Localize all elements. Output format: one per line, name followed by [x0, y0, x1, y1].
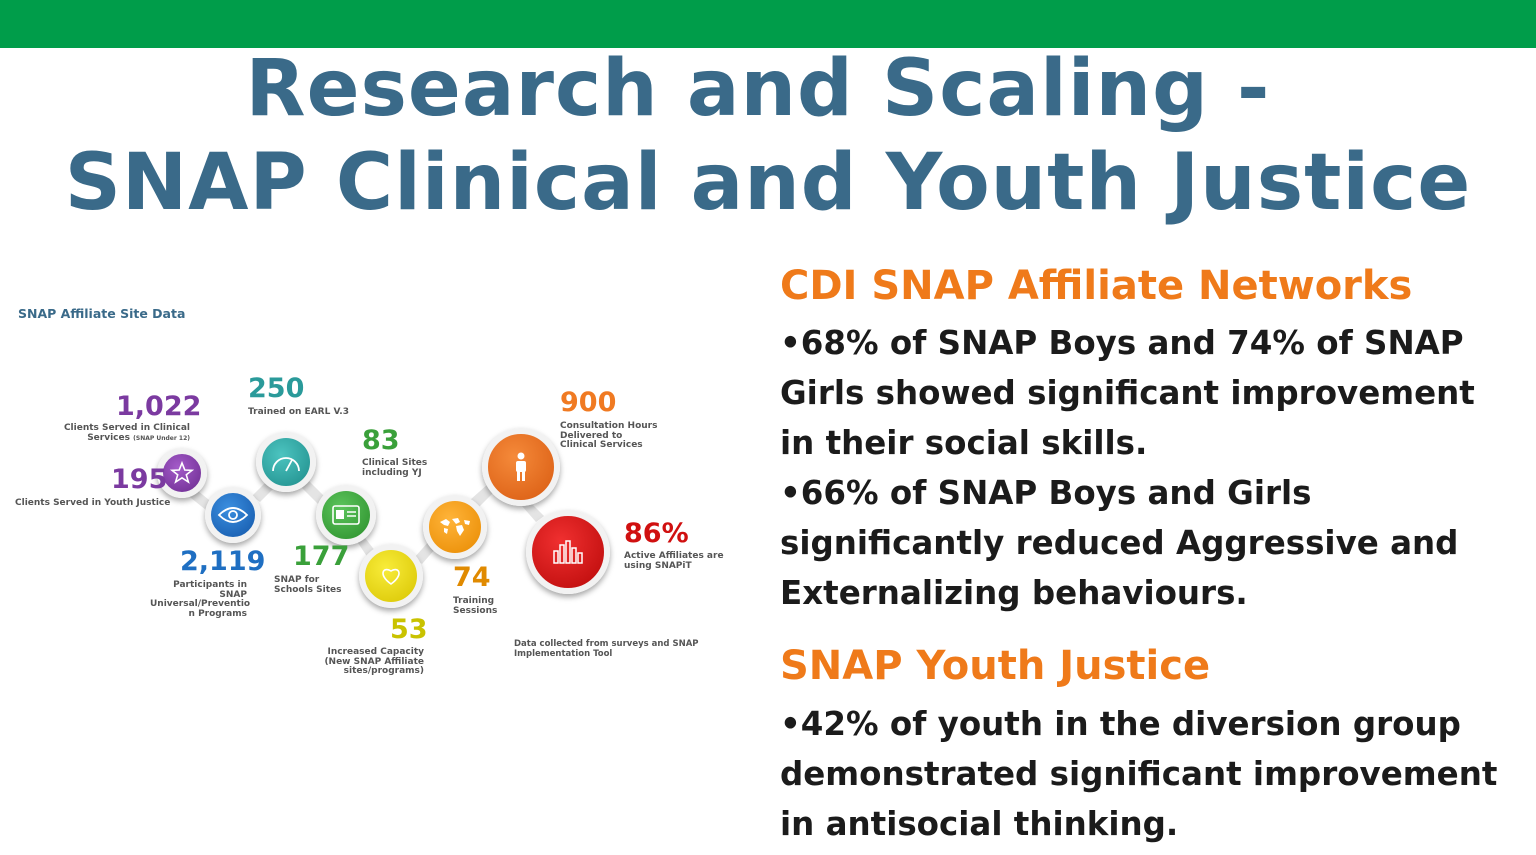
eye-icon: [217, 507, 249, 523]
stat-universal-value: 2,119: [180, 546, 266, 577]
affiliate-networks-line-1: •68% of SNAP Boys and 74% of SNAP: [780, 324, 1464, 362]
youth-justice-line-1: •42% of youth in the diversion group: [780, 705, 1461, 743]
circle-bar-chart: [526, 510, 610, 594]
affiliate-networks-line-6: Externalizing behaviours.: [780, 574, 1248, 612]
circle-gauge: [256, 432, 316, 492]
affiliate-networks-line-3: in their social skills.: [780, 424, 1148, 462]
affiliate-networks-line-4: •66% of SNAP Boys and Girls: [780, 474, 1312, 512]
stat-universal-label: Participants in SNAP Universal/Preventio…: [150, 580, 251, 619]
bar-chart-icon: [553, 540, 583, 564]
stat-clinical-clients-label: Clients Served in Clinical Services (SNA…: [40, 423, 190, 443]
page-title-line-2: SNAP Clinical and Youth Justice: [64, 138, 1472, 228]
youth-justice-line-3: in antisocial thinking.: [780, 805, 1179, 843]
stat-training-label: Training Sessions: [453, 596, 498, 616]
globe-map-icon: [440, 518, 470, 536]
stat-consultation-value: 900: [560, 387, 617, 418]
stat-active-affiliates-value: 86%: [624, 518, 689, 549]
page-title-line-1: Research and Scaling -: [245, 44, 1271, 134]
stat-clinical-sites-value: 83: [362, 425, 400, 456]
stat-active-affiliates-label: Active Affiliates are using SNAPiT: [624, 551, 724, 571]
stat-clinical-clients-sublabel: (SNAP Under 12): [133, 434, 190, 442]
arrow-7: [522, 500, 544, 522]
circle-globe: [423, 495, 487, 559]
section-heading-affiliate-networks: CDI SNAP Affiliate Networks: [780, 263, 1413, 309]
stat-youth-justice-label: Clients Served in Youth Justice: [15, 498, 171, 508]
gauge-icon: [272, 457, 300, 472]
youth-justice-line-2: demonstrated significant improvement: [780, 755, 1498, 793]
circle-star: [157, 448, 207, 498]
section-heading-youth-justice: SNAP Youth Justice: [780, 643, 1211, 689]
affiliate-site-data-infographic: SNAP Affiliate Site Data 1,022: [0, 290, 770, 710]
person-icon: [516, 452, 526, 481]
stat-schools-label: SNAP for Schools Sites: [274, 575, 342, 595]
stat-consultation-label: Consultation Hours Delivered to Clinical…: [560, 421, 658, 450]
stat-trained-value: 250: [248, 373, 305, 404]
stat-capacity-value: 53: [390, 614, 428, 645]
affiliate-networks-line-2: Girls showed significant improvement: [780, 374, 1475, 412]
top-green-bar: [0, 0, 1536, 48]
affiliate-networks-line-5: significantly reduced Aggressive and: [780, 524, 1459, 562]
infographic-footnote: Data collected from surveys and SNAP Imp…: [514, 639, 699, 659]
circle-id-card: [316, 485, 376, 545]
stat-training-value: 74: [453, 562, 491, 593]
stat-capacity-label: Increased Capacity (New SNAP Affiliate s…: [324, 647, 424, 676]
stat-clinical-clients-label-text: Clients Served in Clinical Services: [63, 423, 190, 443]
infographic-heading: SNAP Affiliate Site Data: [18, 306, 186, 321]
stat-clinical-clients-value: 1,022: [116, 391, 202, 422]
heart-icon: [382, 568, 400, 585]
stat-schools-value: 177: [293, 541, 350, 572]
circle-eye: [205, 487, 261, 543]
star-icon: [170, 461, 194, 484]
stat-youth-justice-value: 195: [111, 464, 168, 495]
id-card-icon: [332, 505, 360, 525]
stat-trained-label: Trained on EARL V.3: [248, 407, 349, 417]
circle-person: [482, 428, 560, 506]
stat-clinical-sites-label: Clinical Sites including YJ: [362, 458, 428, 478]
circle-heart: [359, 544, 423, 608]
